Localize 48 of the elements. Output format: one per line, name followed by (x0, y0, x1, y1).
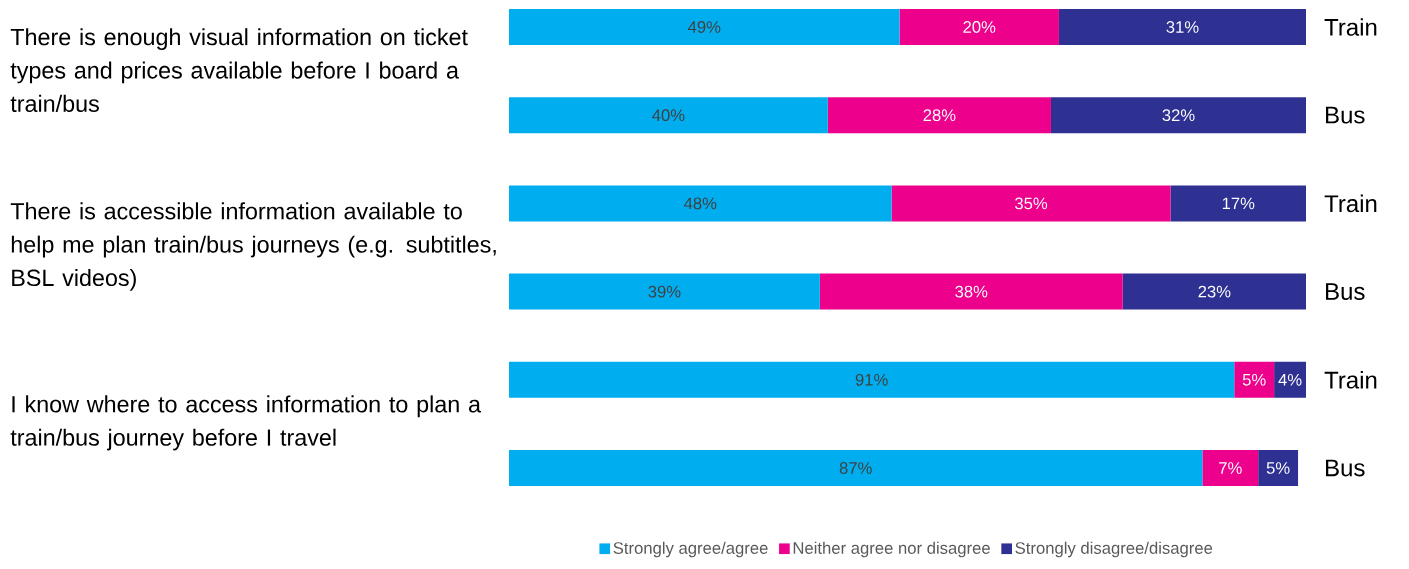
data-label: 40% (652, 109, 685, 122)
bar (509, 8, 900, 45)
y-tick-label: Train (1324, 370, 1377, 389)
y-tick-label: Bus (1326, 283, 1365, 300)
y-tick-label: Train (1324, 18, 1377, 36)
text: I know where to access information to plan a train/bus journey before I travel (10, 395, 481, 451)
bar (1202, 450, 1259, 487)
data-label: 17% (1222, 197, 1255, 210)
legend-label: Strongly agree/agree (613, 541, 768, 558)
bar (827, 97, 1051, 134)
data-label: 91% (855, 373, 888, 386)
data-label: 39% (648, 285, 681, 298)
data-label: 20% (963, 21, 996, 33)
text: There is accessible information available to help me plan train/bus journeys (e.g. subtitles, BSL videos) (10, 202, 496, 291)
bar (819, 273, 1123, 310)
bar (1170, 185, 1307, 222)
bar (899, 8, 1059, 45)
bar (1050, 97, 1307, 134)
text: There is enough visual information on ticket types and prices available before I board a train/bus (10, 28, 468, 112)
data-label: 31% (1166, 21, 1199, 33)
data-label: 23% (1198, 285, 1231, 298)
data-label: 7% (1219, 462, 1242, 474)
data-label: 35% (1014, 197, 1048, 210)
data-label: 49% (687, 21, 721, 33)
data-label: 32% (1162, 109, 1195, 122)
data-label: 4% (1278, 373, 1302, 386)
legend-label: Neither agree nor disagree (793, 541, 990, 558)
data-label: 48% (683, 197, 717, 210)
bar (891, 185, 1171, 222)
bar (509, 273, 820, 310)
legend-label: Strongly disagree/disagree (1015, 541, 1213, 558)
bar (1274, 361, 1307, 398)
y-tick-label: Bus (1326, 459, 1365, 477)
bar (1122, 273, 1307, 310)
data-label: 87% (839, 462, 872, 474)
data-label: 28% (923, 109, 956, 122)
y-tick-label: Bus (1326, 106, 1365, 124)
data-label: 5% (1266, 462, 1290, 474)
bar (1234, 361, 1275, 398)
data-label: 38% (955, 285, 988, 298)
bar (509, 97, 828, 134)
bar (509, 185, 892, 222)
bar (1258, 450, 1299, 487)
bar (509, 450, 1203, 487)
bar (509, 361, 1235, 398)
bar (1058, 8, 1307, 45)
y-tick-label: Train (1324, 194, 1377, 213)
data-label: 5% (1242, 373, 1266, 386)
